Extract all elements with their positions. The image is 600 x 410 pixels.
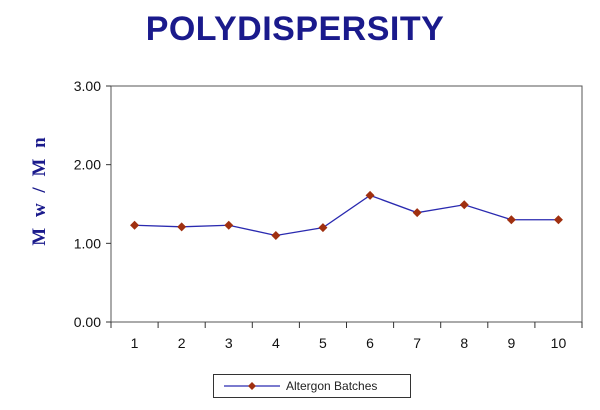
x-tick-label: 1 <box>131 335 139 351</box>
plot-area <box>110 85 583 323</box>
y-tick-label: 2.00 <box>74 157 101 173</box>
y-tick-label: 3.00 <box>74 78 101 94</box>
data-point <box>177 222 187 232</box>
x-tick-label: 10 <box>551 335 567 351</box>
data-point <box>506 215 516 225</box>
legend-label: Altergon Batches <box>286 379 378 393</box>
data-point <box>224 220 234 230</box>
x-tick-label: 2 <box>178 335 186 351</box>
x-tick-label: 7 <box>413 335 421 351</box>
data-point <box>365 190 375 200</box>
legend-marker <box>248 382 256 390</box>
chart-title: POLYDISPERSITY <box>145 10 445 48</box>
series-line <box>134 194 559 237</box>
x-axis: 1 2 3 4 5 6 7 8 9 10 <box>110 322 583 351</box>
legend: Altergon Batches <box>213 374 411 398</box>
data-point <box>271 230 281 240</box>
y-tick-label: 1.00 <box>74 235 101 251</box>
data-point <box>553 215 563 225</box>
data-point <box>412 208 422 218</box>
y-axis: 0.00 1.00 2.00 3.00 <box>74 78 111 330</box>
x-tick-label: 8 <box>460 335 468 351</box>
data-point <box>459 200 469 210</box>
x-tick-label: 6 <box>366 335 374 351</box>
data-point <box>318 223 328 233</box>
y-tick-label: 0.00 <box>74 314 101 330</box>
data-point <box>130 220 140 230</box>
x-tick-label: 9 <box>507 335 515 351</box>
legend-swatch <box>224 382 280 390</box>
x-tick-label: 4 <box>272 335 280 351</box>
series-layer <box>130 190 563 240</box>
x-tick-label: 3 <box>225 335 233 351</box>
x-tick-label: 5 <box>319 335 327 351</box>
